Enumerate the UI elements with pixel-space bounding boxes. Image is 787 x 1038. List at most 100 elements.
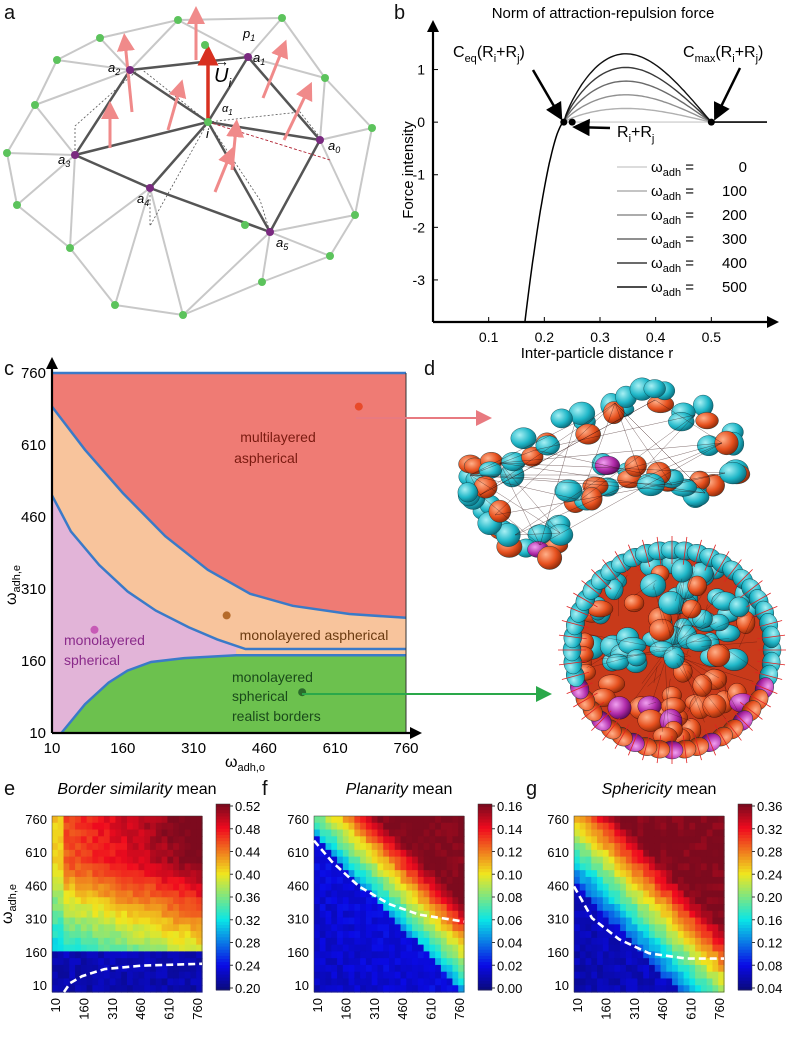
heat-cell — [585, 971, 592, 980]
heat-cell — [377, 931, 384, 939]
heat-cell — [706, 951, 714, 959]
heat-cell — [115, 978, 122, 986]
heat-cell — [365, 978, 373, 986]
x-axis-arrow — [767, 316, 779, 328]
normal-spike — [591, 710, 612, 731]
heat-cell — [417, 985, 425, 993]
heat-cell — [354, 829, 361, 837]
heat-cell — [132, 937, 140, 946]
heat-cell — [155, 870, 163, 878]
heat-cell — [337, 964, 344, 973]
heat-cell — [625, 964, 633, 973]
colorbar-step — [738, 980, 752, 985]
heat-cell — [190, 931, 197, 939]
heat-cell — [637, 849, 644, 858]
heat-cell — [52, 937, 59, 946]
heat-cell — [138, 870, 145, 878]
heat-cell — [103, 829, 111, 837]
heat-cell — [637, 937, 644, 946]
heat-cell — [400, 917, 407, 925]
heat-cell — [127, 883, 134, 892]
heat-cell — [52, 883, 59, 892]
f-y-tick: 760 — [287, 812, 309, 827]
heat-cell — [631, 883, 639, 892]
heat-cell — [625, 836, 633, 844]
outer-node — [258, 278, 266, 286]
heat-cell — [342, 910, 350, 919]
mesh-edge — [281, 17, 326, 79]
heat-cell — [597, 883, 604, 892]
colorbar-step — [738, 906, 752, 910]
heat-cell — [666, 890, 673, 898]
heat-cell — [643, 836, 650, 844]
heat-cell — [429, 924, 436, 932]
heat-cell — [672, 917, 679, 925]
heat-cell — [167, 958, 174, 966]
heat-cell — [377, 849, 384, 858]
heat-cell — [52, 849, 59, 858]
heat-cell — [342, 883, 350, 892]
heat-cell — [150, 816, 157, 824]
heat-cell — [677, 910, 685, 919]
heat-cell — [625, 904, 633, 912]
heat-cell — [155, 822, 163, 831]
mesh-edge — [114, 304, 184, 316]
heat-cell — [423, 870, 430, 878]
heat-cell — [423, 843, 430, 851]
heat-cell — [132, 897, 140, 905]
heat-cell — [360, 822, 367, 831]
heat-cell — [452, 951, 459, 959]
heat-cell — [92, 843, 99, 851]
heat-cell — [331, 816, 338, 824]
heat-cell — [406, 816, 413, 824]
heat-cell — [585, 816, 592, 824]
cell-particle — [643, 379, 666, 399]
heat-cell — [631, 910, 639, 919]
colorbar-step — [478, 931, 492, 935]
heat-cell — [63, 937, 70, 946]
heat-cell — [591, 822, 598, 831]
colorbar-step — [738, 903, 752, 907]
heat-cell — [196, 897, 203, 905]
heat-cell — [109, 944, 117, 952]
heat-cell — [132, 951, 140, 959]
heat-cell — [178, 944, 186, 952]
heat-cell — [354, 937, 361, 946]
label-realist-2: spherical — [232, 688, 288, 704]
heat-cell — [115, 985, 122, 993]
heat-cell — [585, 937, 592, 946]
heat-cell — [423, 876, 430, 885]
heat-cell — [103, 978, 111, 986]
heat-cell — [144, 985, 151, 993]
heat-cell — [585, 964, 592, 973]
heat-cell — [591, 849, 598, 858]
e-y-tick: 10 — [33, 978, 47, 993]
g-dashed-boundary — [572, 885, 724, 960]
colorbar-step — [478, 810, 492, 814]
heat-cell — [695, 897, 702, 905]
heat-cell — [649, 985, 656, 993]
heat-cell — [360, 951, 367, 959]
legend-label-400: ωadh = — [651, 255, 694, 275]
heat-cell — [75, 931, 82, 939]
heat-cell — [643, 897, 650, 905]
heat-cell — [712, 849, 719, 858]
panel-letter-e: e — [4, 778, 16, 800]
heat-cell — [706, 964, 714, 973]
normal-spike — [581, 702, 605, 720]
heat-cell — [354, 843, 361, 851]
colorbar-step — [478, 897, 492, 901]
heat-cell — [649, 836, 656, 844]
heat-cell — [666, 843, 673, 851]
heat-cell — [121, 937, 128, 946]
cell-particle — [728, 596, 750, 618]
heat-cell — [103, 931, 111, 939]
heat-cell — [649, 816, 656, 824]
heat-cell — [672, 897, 679, 905]
heat-cell — [602, 924, 610, 932]
e-colorbar-label: 0.36 — [235, 890, 260, 905]
heat-cell — [394, 836, 402, 844]
colorbar-step — [216, 853, 230, 858]
heat-cell — [109, 890, 117, 898]
heat-cell — [115, 876, 122, 885]
